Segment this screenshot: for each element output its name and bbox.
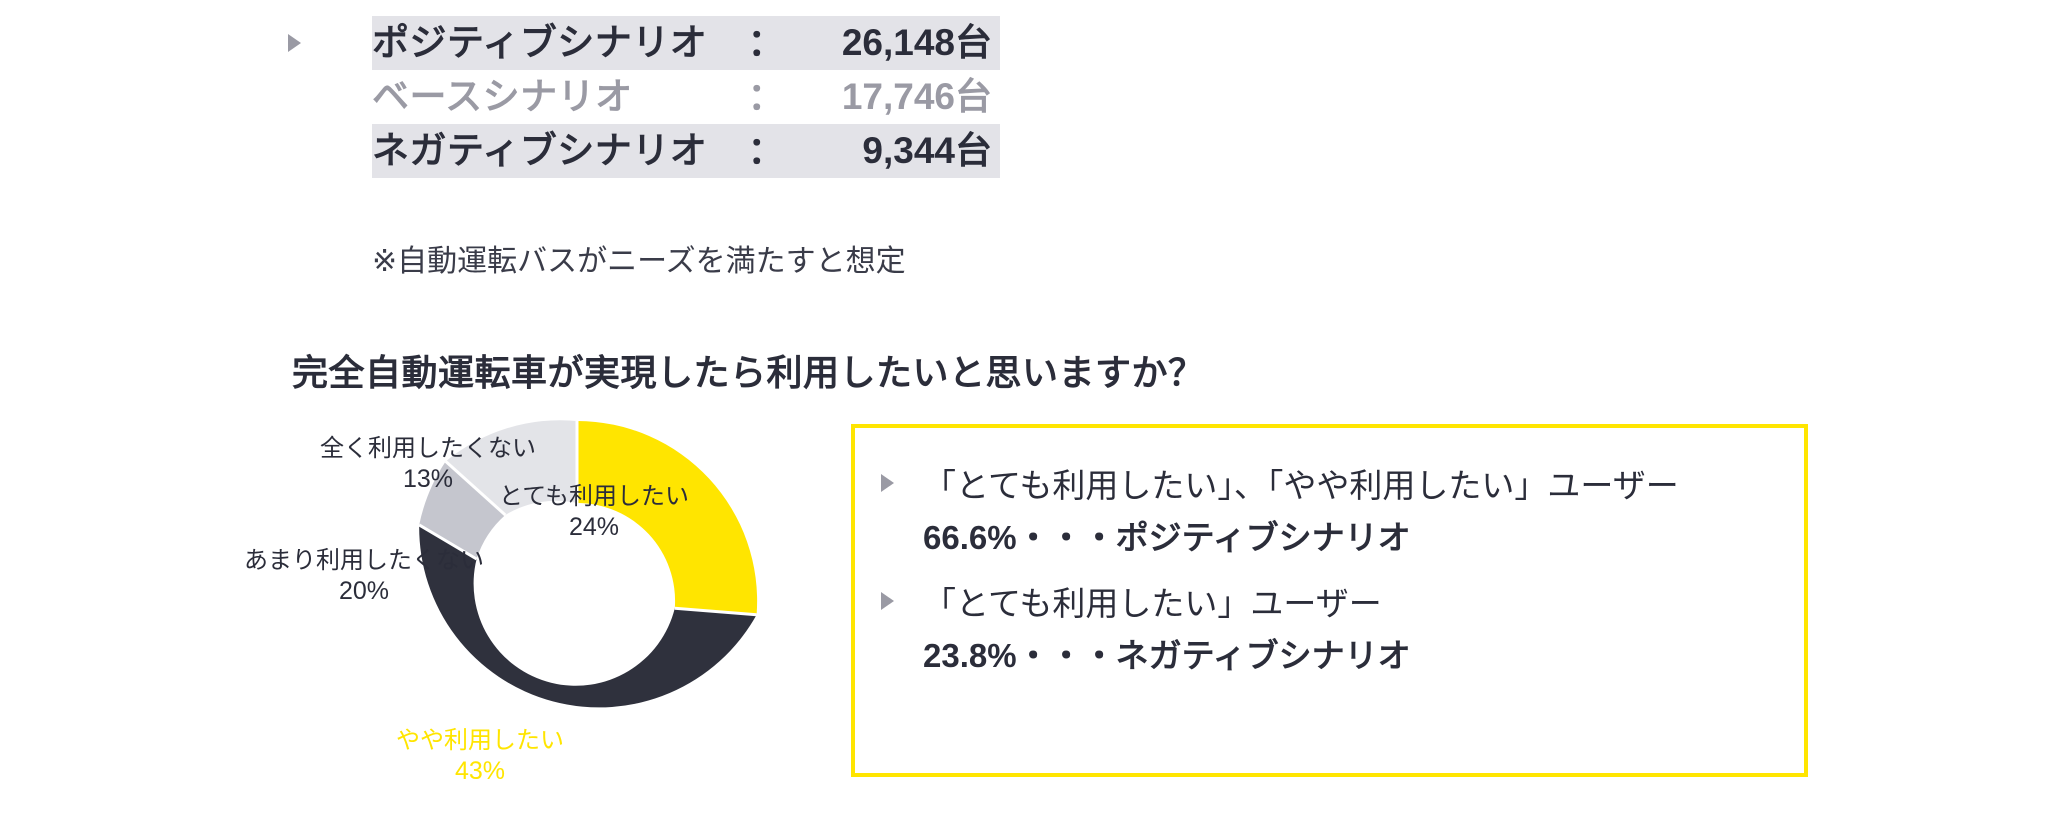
insight-item-result: 23.8%・・・ネガティブシナリオ <box>923 636 1411 674</box>
insight-item: 「とても利用したい」、「やや利用したい」ユーザー 66.6%・・・ポジティブシナ… <box>881 462 1778 562</box>
scenario-highlight: ベースシナリオ ： 17,746台 <box>372 70 1000 124</box>
scenario-label: ポジティブシナリオ <box>372 22 708 63</box>
triangle-bullet-icon <box>881 580 923 610</box>
scenario-label: ネガティブシナリオ <box>372 130 708 171</box>
scenario-colon: ： <box>747 22 785 63</box>
insight-callout-box: 「とても利用したい」、「やや利用したい」ユーザー 66.6%・・・ポジティブシナ… <box>851 424 1808 777</box>
insight-item-headline: 「とても利用したい」ユーザー <box>881 580 1778 628</box>
donut-label-zenku-pct: 13% <box>402 465 454 493</box>
triangle-bullet-icon <box>881 462 923 492</box>
scenario-highlight: ネガティブシナリオ ： 9,344台 <box>372 124 1000 178</box>
donut-slice-amari <box>419 461 506 559</box>
donut-label-amari-name: あまり利用したくない <box>244 547 484 574</box>
insight-item-result: 66.6%・・・ポジティブシナリオ <box>923 518 1411 556</box>
donut-chart-svg <box>418 420 758 708</box>
insight-item-headline: 「とても利用したい」、「やや利用したい」ユーザー <box>881 462 1778 510</box>
scenario-row: ネガティブシナリオ ： 9,344台 <box>280 124 1180 178</box>
donut-slice-yaya <box>419 524 757 708</box>
triangle-bullet-icon <box>288 34 301 52</box>
donut-chart: 全く利用したくない 13% とても利用したい 24% あまり利用したくない 20… <box>244 404 856 804</box>
insight-callout-content: 「とても利用したい」、「やや利用したい」ユーザー 66.6%・・・ポジティブシナ… <box>855 428 1804 679</box>
scenario-summary-block: ポジティブシナリオ ： 26,148台 ベースシナリオ ： 17,746台 ネガ… <box>280 16 1180 178</box>
donut-label-totemo-pct: 24% <box>568 513 620 541</box>
scenario-colon: ： <box>747 130 785 171</box>
donut-label-zenku: 全く利用したくない 13% <box>298 434 558 495</box>
donut-label-amari-pct: 20% <box>338 577 390 605</box>
scenario-highlight: ポジティブシナリオ ： 26,148台 <box>372 16 1000 70</box>
insight-item-text: 「とても利用したい」、「やや利用したい」ユーザー <box>923 467 1679 504</box>
donut-label-zenku-name: 全く利用したくない <box>320 435 536 462</box>
donut-label-yaya: やや利用したい 43% <box>350 726 610 787</box>
insight-item-text: 「とても利用したい」ユーザー <box>923 584 1382 622</box>
scenario-label: ベースシナリオ <box>372 76 633 117</box>
donut-label-amari: あまり利用したくない 20% <box>234 546 494 607</box>
donut-label-totemo-name: とても利用したい <box>498 483 690 510</box>
page-title: 完全自動運転車が実現したら利用したいと思いますか？ <box>292 352 1205 393</box>
bullet-col <box>280 34 372 52</box>
scenario-footnote: ※自動運転バスがニーズを満たすと想定 <box>372 245 906 278</box>
donut-label-totemo: とても利用したい 24% <box>454 482 734 543</box>
donut-slice-zenku <box>445 420 577 515</box>
scenario-value: 26,148台 <box>841 22 992 63</box>
scenario-colon: ： <box>747 76 785 117</box>
scenario-value: 9,344台 <box>862 130 992 171</box>
scenario-row: ベースシナリオ ： 17,746台 <box>280 70 1180 124</box>
scenario-row: ポジティブシナリオ ： 26,148台 <box>280 16 1180 70</box>
slice-separators <box>418 421 757 617</box>
insight-item: 「とても利用したい」ユーザー 23.8%・・・ネガティブシナリオ <box>881 580 1778 680</box>
donut-label-yaya-pct: 43% <box>454 757 506 785</box>
scenario-value: 17,746台 <box>841 76 992 117</box>
donut-label-yaya-name: やや利用したい <box>396 727 564 754</box>
donut-slice-totemo <box>577 420 758 615</box>
